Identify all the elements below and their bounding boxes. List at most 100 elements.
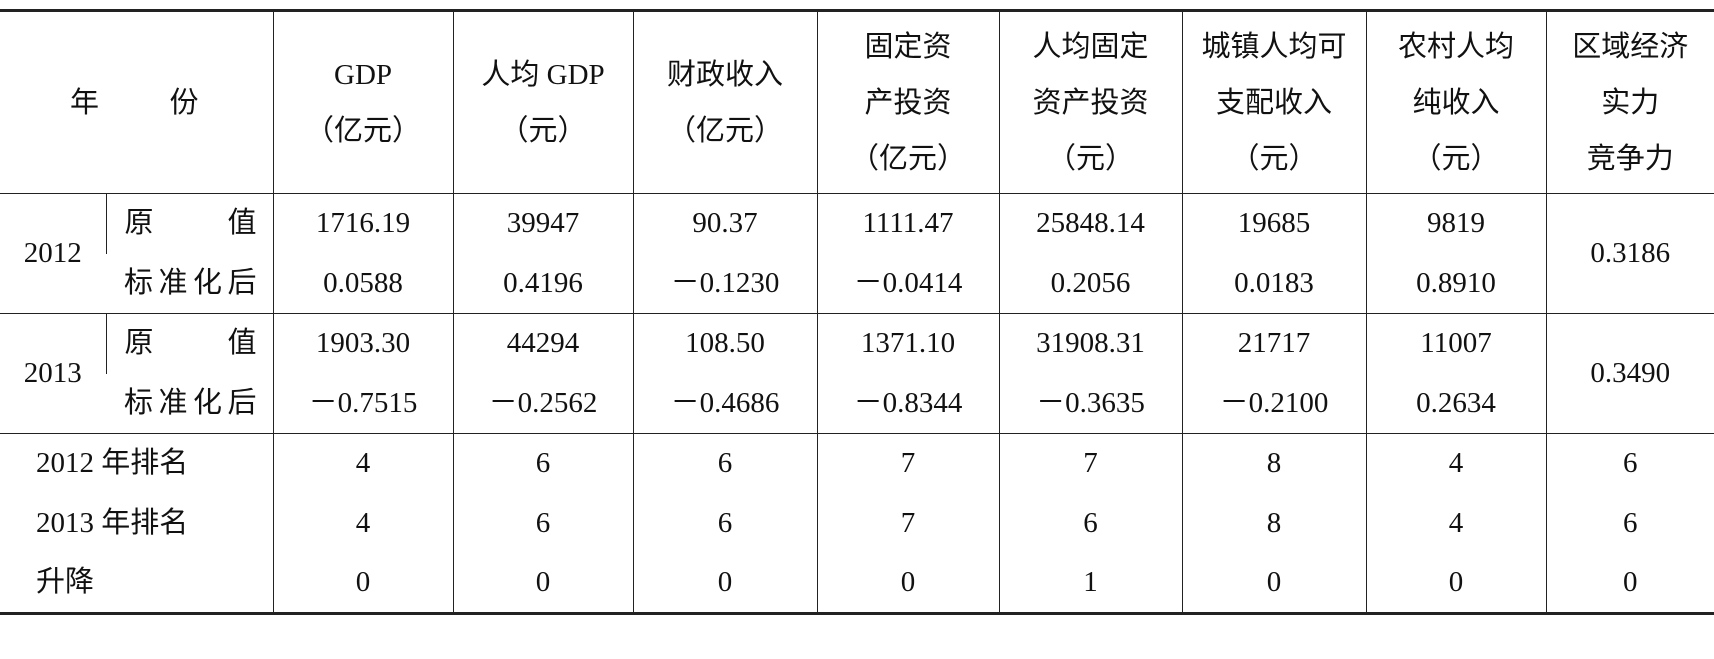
standardized-label: 标准化后 [124, 386, 257, 419]
ranking-value: 8 [1181, 433, 1367, 494]
raw-value: 31908.31 [998, 313, 1183, 374]
column-header-line: 支配收入 [1216, 86, 1333, 119]
column-header-line: 人均固定 [1032, 30, 1149, 63]
competitiveness: 0.3186 [1545, 193, 1714, 314]
raw-value: 44294 [452, 313, 634, 374]
column-header: 农村人均 纯收入 （元） [1365, 9, 1547, 194]
standardized-value: 0.2056 [998, 253, 1183, 314]
standardized-value: －0.2562 [452, 373, 634, 434]
column-header-line: 固定资 [864, 30, 952, 63]
column-header-line: 区域经济 [1572, 30, 1689, 63]
standardized-value: －0.3635 [998, 373, 1183, 434]
raw-value: 1111.47 [816, 193, 1000, 254]
column-header-line: 人均 GDP [481, 58, 605, 91]
raw-value: 108.50 [632, 313, 818, 374]
data-table: 年 份 GDP （亿元） 人均 GDP （元） 财政收入 （亿元） 固定资产投资 （亿元） 人均固… [0, 9, 1714, 615]
raw-label: 原 值 [105, 313, 274, 374]
ranking-value: 4 [1365, 433, 1547, 494]
raw-label: 原 值 [105, 193, 274, 254]
raw-value: 9819 [1365, 193, 1547, 254]
standardized-value: －0.2100 [1181, 373, 1367, 434]
column-header: 人均 GDP （元） [452, 9, 634, 194]
ranking-value: 4 [272, 493, 454, 554]
ranking-value: 7 [998, 433, 1183, 494]
standardized-value: 0.0183 [1181, 253, 1367, 314]
ranking-value: 6 [632, 433, 818, 494]
column-header-line: 资产投资 [1032, 86, 1149, 119]
raw-value: 39947 [452, 193, 634, 254]
table-body: 年 份 GDP （亿元） 人均 GDP （元） 财政收入 （亿元） 固定资产投资 （亿元） 人均固… [0, 9, 1714, 615]
raw-value: 21717 [1181, 313, 1367, 374]
raw-value: 1903.30 [272, 313, 454, 374]
raw-value: 11007 [1365, 313, 1547, 374]
column-header-line: 城镇人均可 [1201, 30, 1347, 63]
ranking-value: 7 [816, 433, 1000, 494]
column-header-line: 纯收入 [1412, 86, 1500, 119]
column-header-line: 竞争力 [1586, 142, 1674, 175]
column-header-line: GDP [334, 58, 393, 91]
column-header: 财政收入 （亿元） [632, 9, 818, 194]
column-header-line: 实力 [1601, 86, 1660, 119]
ranking-value: 8 [1181, 493, 1367, 554]
header-row: 年 份 GDP （亿元） 人均 GDP （元） 财政收入 （亿元） 固定资产投资 （亿元） 人均固… [0, 9, 1714, 194]
standardized-value: 0.0588 [272, 253, 454, 314]
column-header-line: （亿元） [850, 142, 967, 175]
ranking-value: 0 [816, 553, 1000, 615]
column-header: GDP （亿元） [272, 9, 454, 194]
year-cell: 2013 [0, 313, 106, 434]
column-header-line: （元） [499, 114, 587, 147]
standardized-value: －0.7515 [272, 373, 454, 434]
ranking-value: 0 [1545, 553, 1714, 615]
ranking-label: 2012 年排名 [0, 433, 274, 494]
standardized-value: 0.2634 [1365, 373, 1547, 434]
ranking-value: 6 [998, 493, 1183, 554]
ranking-value: 1 [998, 553, 1183, 615]
standardized-value: －0.0414 [816, 253, 1000, 314]
raw-value: 90.37 [632, 193, 818, 254]
raw-row: 2012 原 值 1716.19 39947 90.37 1111.47 25848.14 1… [0, 193, 1714, 314]
ranking-value: 6 [1545, 493, 1714, 554]
ranking-value: 7 [816, 493, 1000, 554]
ranking-row: 2012 年排名 4 6 6 7 7 8 4 6 [0, 433, 1714, 494]
ranking-value: 0 [1365, 553, 1547, 615]
year-header-text: 年 份 [70, 86, 199, 119]
column-header-line: 财政收入 [667, 58, 784, 91]
competitiveness: 0.3490 [1545, 313, 1714, 434]
column-header-line: 产投资 [864, 86, 952, 119]
column-header-line: （元） [1230, 142, 1318, 175]
column-header: 城镇人均可支配收入 （元） [1181, 9, 1367, 194]
column-header-line: （亿元） [667, 114, 784, 147]
ranking-value: 6 [632, 493, 818, 554]
standardized-row: 标准化后 －0.7515 －0.2562 －0.4686 －0.8344 －0.3635 －… [0, 373, 1714, 434]
raw-row: 2013 原 值 1903.30 44294 108.50 1371.10 31908.31… [0, 313, 1714, 434]
year-header: 年 份 [0, 9, 274, 194]
ranking-value: 6 [1545, 433, 1714, 494]
column-header-line: 农村人均 [1398, 30, 1515, 63]
raw-value: 1371.10 [816, 313, 1000, 374]
column-header: 固定资产投资 （亿元） [816, 9, 1000, 194]
ranking-label: 2013 年排名 [36, 507, 189, 539]
raw-value: 25848.14 [998, 193, 1183, 254]
raw-value: 1716.19 [272, 193, 454, 254]
standardized-value: 0.4196 [452, 253, 634, 314]
year-cell: 2012 [0, 193, 106, 314]
standardized-value: 0.8910 [1365, 253, 1547, 314]
ranking-value: 0 [1181, 553, 1367, 615]
ranking-value: 6 [452, 433, 634, 494]
standardized-label: 标准化后 [124, 266, 257, 299]
column-header-line: （元） [1047, 142, 1135, 175]
column-header: 区域经济 实力 竞争力 [1545, 9, 1714, 194]
ranking-value: 0 [452, 553, 634, 615]
raw-value: 19685 [1181, 193, 1367, 254]
ranking-row: 2013 年排名 4 6 6 7 6 8 4 6 [0, 493, 1714, 554]
ranking-value: 0 [272, 553, 454, 615]
column-header: 人均固定资产投资 （元） [998, 9, 1183, 194]
standardized-value: －0.8344 [816, 373, 1000, 434]
ranking-label: 升降 [0, 553, 274, 615]
ranking-value: 4 [272, 433, 454, 494]
column-header-line: （亿元） [305, 114, 422, 147]
ranking-value: 6 [452, 493, 634, 554]
standardized-value: －0.4686 [632, 373, 818, 434]
ranking-value: 0 [632, 553, 818, 615]
